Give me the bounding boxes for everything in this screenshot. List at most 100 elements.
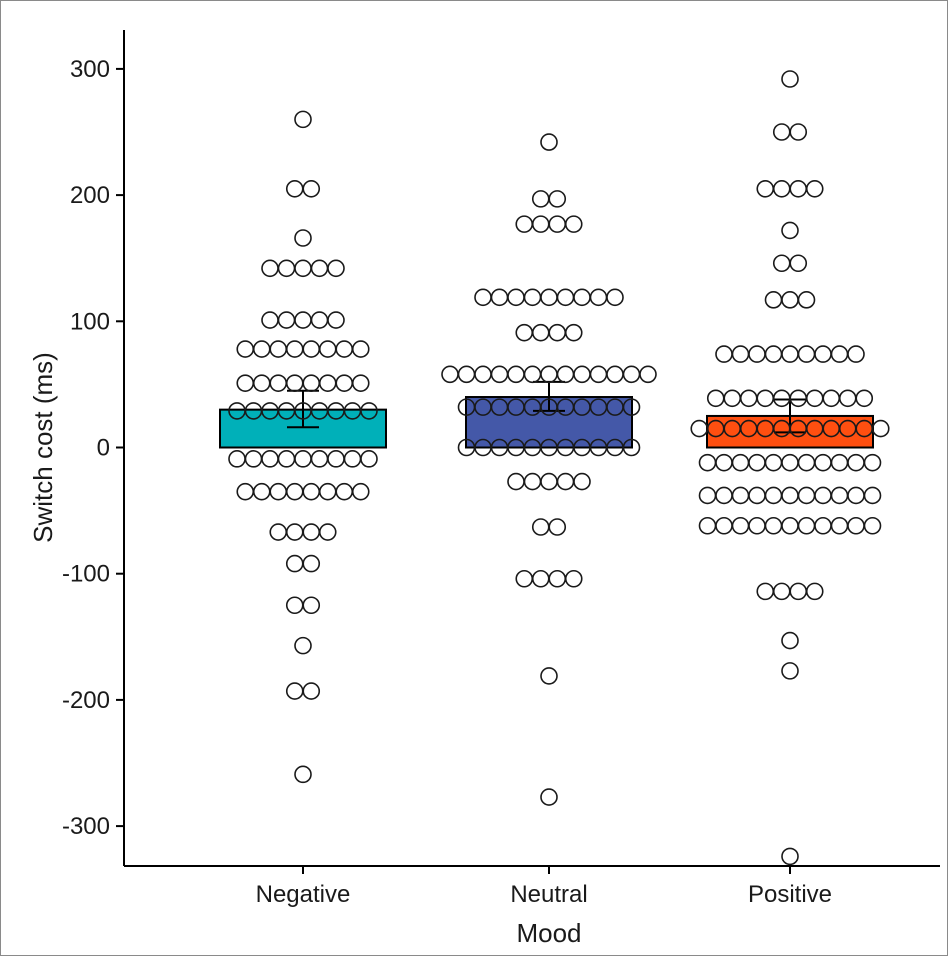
data-point [294,450,312,468]
data-point [698,516,717,535]
data-point [457,365,476,384]
data-point [310,311,329,329]
data-point [564,569,583,588]
data-point [294,229,312,247]
data-point [294,311,312,329]
data-point [523,288,542,307]
y-tick-label: -100 [62,561,110,588]
data-point [838,389,857,408]
data-point [236,340,255,358]
data-point [731,516,750,535]
data-point [797,516,816,535]
data-point [252,374,271,392]
data-point [540,365,558,384]
data-point [277,311,296,329]
data-point [847,516,865,535]
data-point [715,453,733,472]
data-point [302,682,321,700]
data-point [548,518,567,536]
data-point [335,482,354,501]
data-point [540,788,558,806]
data-point [781,453,799,472]
y-tick-group: 300 200 100 0 -100 -200 -300 [62,56,124,840]
data-point [622,365,641,384]
data-point [285,554,304,573]
data-point [244,450,263,468]
data-point [863,516,882,535]
data-point [622,438,641,457]
data-point [360,450,378,468]
data-point [739,389,758,408]
data-point [748,345,766,363]
data-point [261,259,279,278]
data-point [789,123,808,141]
data-point [302,179,321,198]
data-point [531,569,550,588]
data-point [360,402,378,420]
data-point [822,389,841,408]
data-point [639,365,657,384]
data-point [622,398,641,416]
data-point [285,682,304,700]
data-point [343,450,362,468]
data-point [781,70,799,88]
data-point [531,215,550,233]
data-point [748,453,766,472]
data-point [531,190,550,208]
data-point [830,486,849,505]
data-point [327,311,345,329]
data-point [781,221,799,240]
data-point [318,340,337,358]
data-point [731,453,750,472]
data-point [764,486,783,505]
data-point [756,179,775,198]
data-point [285,523,304,541]
data-point [871,419,890,438]
data-point [277,259,296,278]
data-point [548,569,567,588]
data-point [310,450,329,468]
data-point [847,453,865,472]
y-tick-label: 200 [70,182,110,209]
data-point [863,486,882,505]
data-point [690,419,709,438]
data-point [573,365,591,384]
data-point [863,453,882,472]
data-point [556,365,575,384]
data-point [723,389,742,408]
data-point [327,259,345,278]
data-point [830,345,849,363]
data-point [540,288,558,307]
data-point [294,765,312,784]
data-point [731,345,750,363]
data-point [764,291,783,309]
data-point [789,254,808,273]
data-point [781,847,799,866]
data-point [748,486,766,505]
data-point [764,345,783,363]
data-point [715,486,733,505]
data-point [252,482,271,501]
data-point [756,582,775,601]
data-point [351,340,370,358]
data-point [805,389,824,408]
data-point [294,259,312,278]
data-point [351,374,370,392]
data-point [302,523,321,541]
data-point [507,365,525,384]
data-point [573,472,591,491]
data-point [285,482,304,501]
data-point [772,254,791,273]
data-point [814,345,832,363]
y-tick-label: 100 [70,308,110,335]
data-point [269,482,288,501]
data-point [789,179,808,198]
data-point [302,374,321,392]
data-point [814,453,832,472]
data-point [548,323,567,342]
data-point [781,631,799,650]
data-point [252,340,271,358]
data-point [764,516,783,535]
data-point [269,340,288,358]
